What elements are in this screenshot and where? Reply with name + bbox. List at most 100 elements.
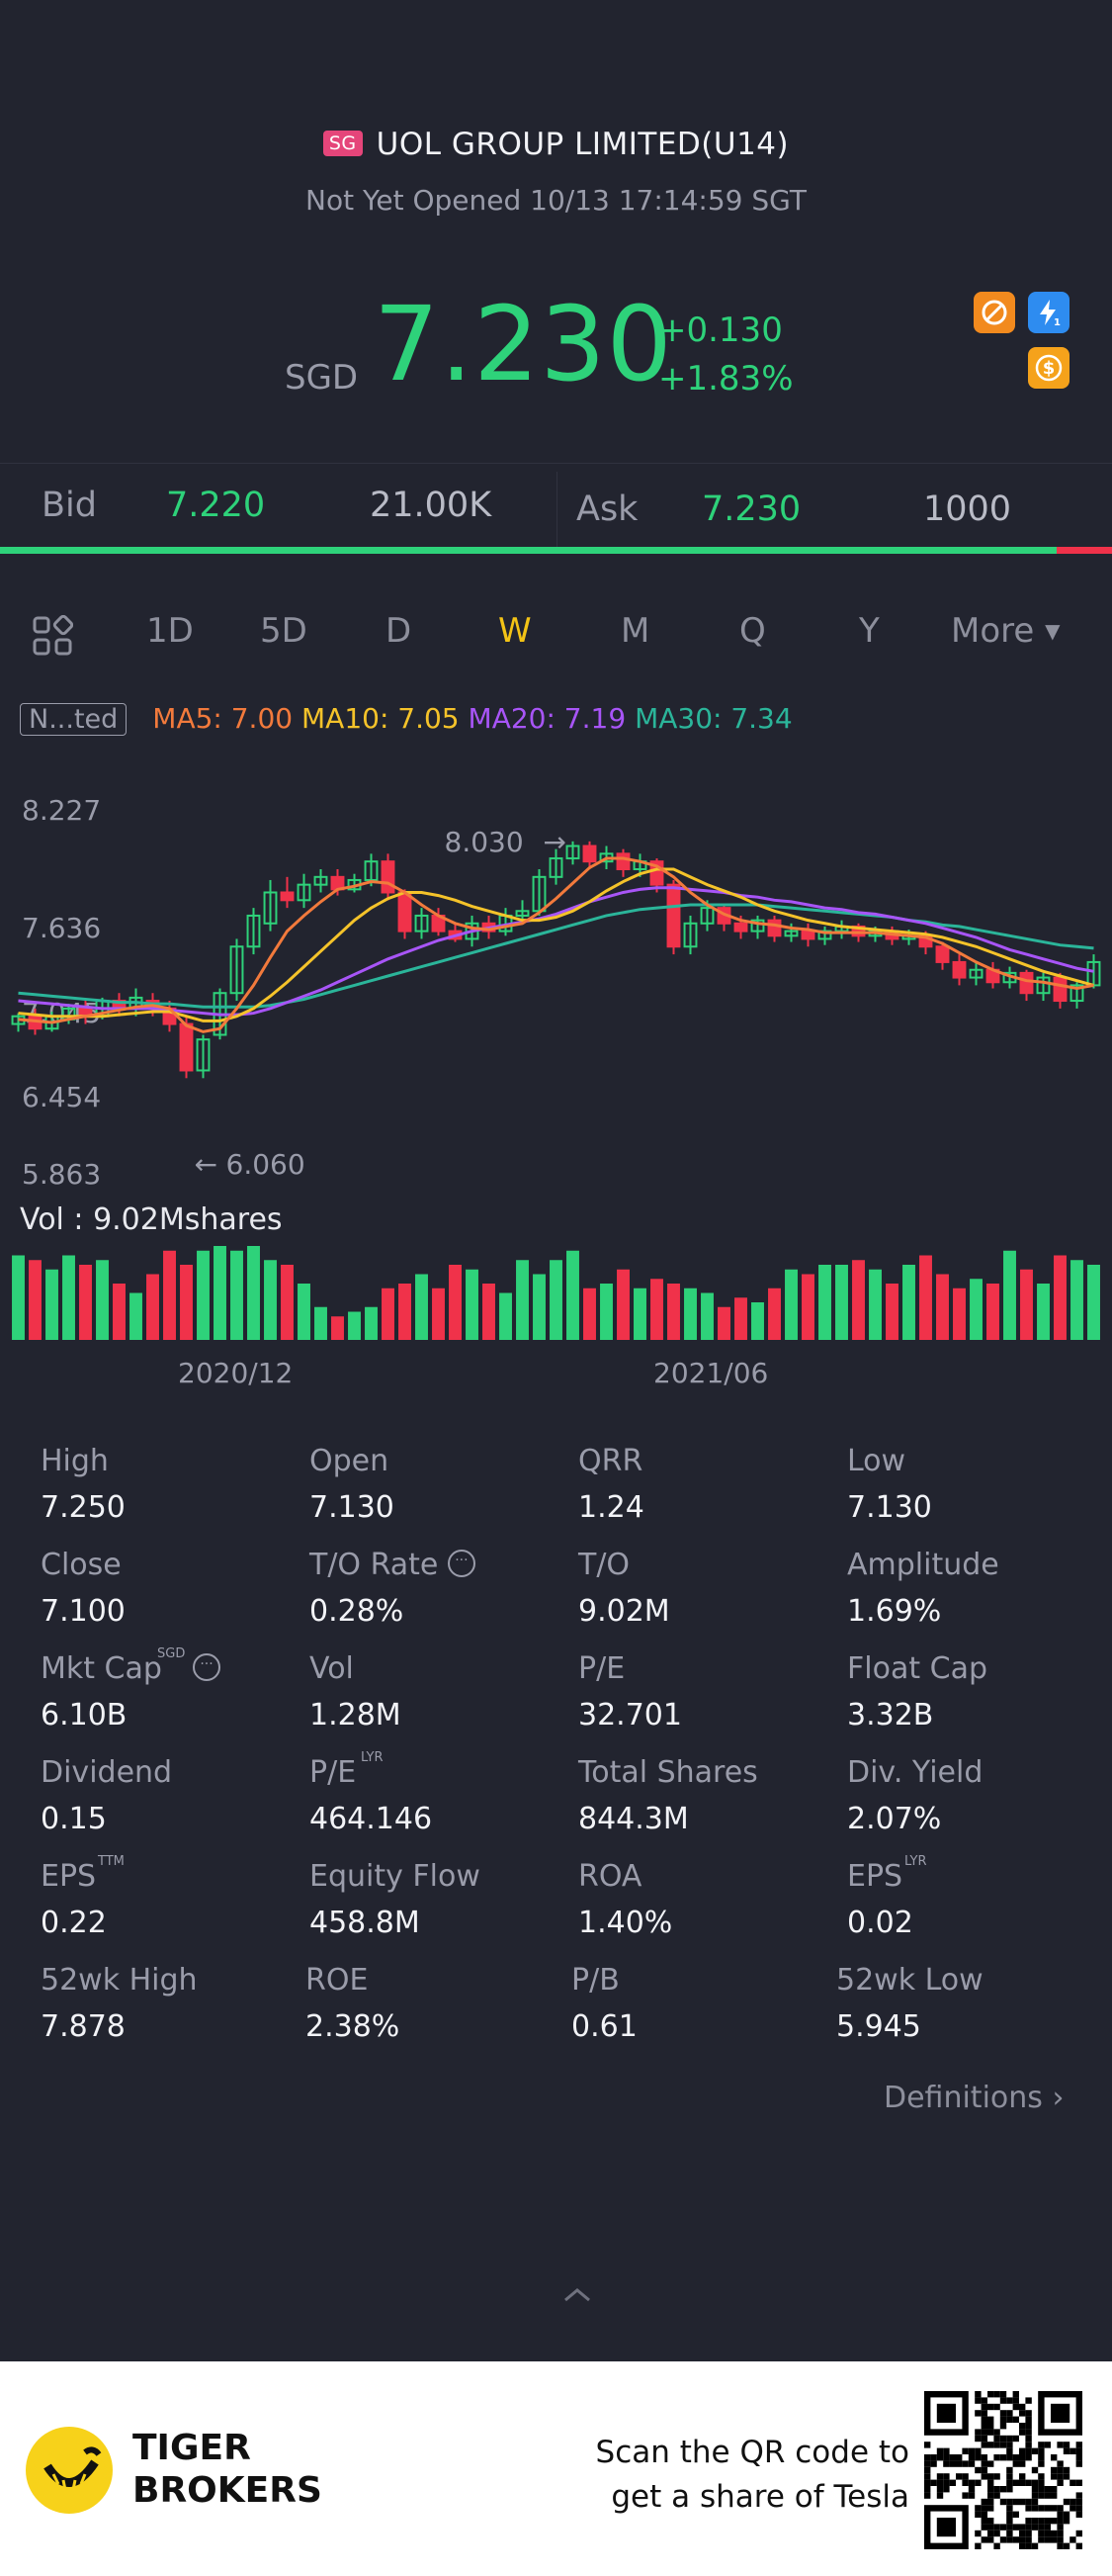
qr-module	[1057, 2530, 1064, 2537]
tab-1d[interactable]: 1D	[146, 611, 194, 651]
volume-bar	[415, 1274, 428, 1340]
qr-module	[1031, 2505, 1039, 2512]
volume-bar	[785, 1269, 798, 1340]
stat-value: 0.02	[847, 1906, 913, 1940]
qr-module	[1038, 2530, 1045, 2537]
price-change: +0.130 +1.83%	[658, 307, 794, 404]
lightning-1-icon[interactable]: 1	[1028, 292, 1069, 333]
volume-bar	[449, 1265, 462, 1340]
stat-value: 7.130	[309, 1490, 394, 1525]
tab-m[interactable]: M	[621, 611, 650, 651]
qr-module	[943, 2454, 950, 2461]
qr-module	[987, 2403, 994, 2411]
qr-module	[1075, 2498, 1082, 2506]
qr-module	[949, 2460, 956, 2467]
stat-label: EPS TTM	[41, 1854, 125, 1894]
qr-module	[1025, 2429, 1032, 2436]
stat-value: 9.02M	[578, 1594, 670, 1629]
price-chart[interactable]: 8.030 → 6.060 ←	[0, 752, 1112, 1404]
qr-module	[987, 2524, 994, 2531]
tab-y[interactable]: Y	[859, 611, 880, 651]
tab-q[interactable]: Q	[739, 611, 766, 651]
qr-module	[962, 2479, 969, 2486]
chevron-up-icon[interactable]	[559, 2282, 595, 2310]
qr-module	[1051, 2454, 1058, 2461]
stock-name: UOL GROUP LIMITED(U14)	[376, 127, 790, 162]
qr-module	[1019, 2498, 1026, 2506]
qr-module	[999, 2397, 1007, 2404]
qr-module	[975, 2479, 982, 2486]
qr-module	[1038, 2442, 1045, 2448]
qr-module	[981, 2511, 987, 2518]
candle	[397, 891, 412, 933]
qr-module	[1063, 2518, 1070, 2525]
layout-grid-icon[interactable]	[32, 614, 74, 661]
adjust-toggle[interactable]: N...ted	[20, 703, 128, 736]
qr-module	[1057, 2524, 1064, 2531]
qr-module	[981, 2423, 987, 2430]
qr-module	[1031, 2542, 1039, 2549]
tab-w[interactable]: W	[498, 611, 532, 651]
qr-module	[936, 2479, 944, 2486]
qr-module	[924, 2442, 931, 2448]
info-icon[interactable]: ···	[447, 1549, 475, 1577]
promo-text: Scan the QR code to get a share of Tesla	[596, 2431, 909, 2520]
qr-module	[1038, 2492, 1045, 2499]
qr-module	[1075, 2511, 1082, 2518]
more-dropdown[interactable]: More ▼	[951, 611, 1061, 651]
volume-bar	[953, 1288, 966, 1340]
volume-bar	[583, 1288, 596, 1340]
orderbook-bar: Bid 7.220 21.00K Ask 7.230 1000	[0, 463, 1112, 553]
qr-module	[1025, 2530, 1032, 2537]
promo-banner[interactable]: TIGER BROKERS Scan the QR code to get a …	[0, 2361, 1112, 2576]
no-short-icon[interactable]	[974, 292, 1015, 333]
stat-label-text: Mkt Cap	[41, 1651, 162, 1686]
qr-module	[924, 2460, 931, 2467]
candle	[666, 883, 681, 948]
candle	[313, 875, 328, 886]
candle	[414, 914, 429, 933]
candle	[683, 922, 698, 948]
qr-finder	[1051, 2403, 1070, 2423]
qr-module	[1038, 2505, 1045, 2512]
stat-label: Div. Yield	[847, 1755, 984, 1790]
volume-bar	[852, 1260, 865, 1340]
volume-bar	[667, 1284, 680, 1340]
qr-module	[1063, 2511, 1070, 2518]
volume-bar	[348, 1311, 361, 1340]
qr-module	[1019, 2524, 1026, 2531]
qr-module	[1031, 2518, 1039, 2525]
stats-grid: High 7.250 Open 7.130 QRR 1.24 Low 7.130…	[0, 1439, 1112, 2072]
qr-module	[993, 2391, 1000, 2398]
qr-module	[975, 2435, 982, 2443]
qr-module	[993, 2435, 1000, 2443]
candle	[700, 907, 715, 925]
qr-module	[968, 2486, 976, 2493]
y-tick-1: 7.636	[22, 912, 102, 944]
qr-module	[1063, 2442, 1070, 2448]
info-icon[interactable]: ···	[193, 1653, 220, 1681]
stat-value: 7.130	[847, 1490, 932, 1525]
stat-label-text: P/E	[309, 1755, 357, 1790]
qr-module	[1063, 2466, 1070, 2474]
dollar-icon[interactable]: $	[1028, 347, 1069, 389]
qr-module	[1044, 2530, 1051, 2537]
volume-bar	[734, 1297, 747, 1340]
qr-module	[1006, 2416, 1013, 2423]
qr-module	[1025, 2518, 1032, 2525]
qr-module	[968, 2492, 976, 2499]
qr-module	[1006, 2447, 1013, 2454]
volume-bar	[902, 1265, 915, 1340]
qr-module	[1075, 2447, 1082, 2454]
stat-label: P/E LYR	[309, 1750, 384, 1790]
tab-d[interactable]: D	[385, 611, 412, 651]
qr-module	[1025, 2423, 1032, 2430]
tab-5d[interactable]: 5D	[260, 611, 307, 651]
qr-module	[981, 2518, 987, 2525]
qr-module	[975, 2505, 982, 2512]
qr-module	[975, 2391, 982, 2398]
stat-value: 0.22	[41, 1906, 107, 1940]
qr-module	[1019, 2429, 1026, 2436]
definitions-link[interactable]: Definitions ›	[884, 2081, 1064, 2115]
candle	[364, 860, 379, 881]
